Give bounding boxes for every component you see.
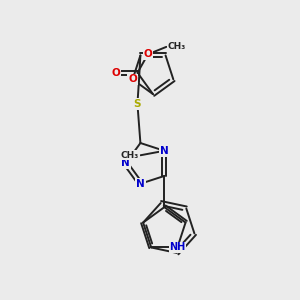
Text: S: S: [134, 99, 141, 109]
Text: N: N: [136, 179, 145, 189]
Text: NH: NH: [169, 242, 186, 253]
Text: CH₃: CH₃: [168, 42, 186, 51]
Text: CH₃: CH₃: [121, 151, 139, 160]
Text: O: O: [112, 68, 121, 78]
Text: O: O: [143, 49, 152, 59]
Text: N: N: [121, 158, 130, 168]
Text: N: N: [160, 146, 169, 156]
Text: O: O: [128, 74, 137, 84]
